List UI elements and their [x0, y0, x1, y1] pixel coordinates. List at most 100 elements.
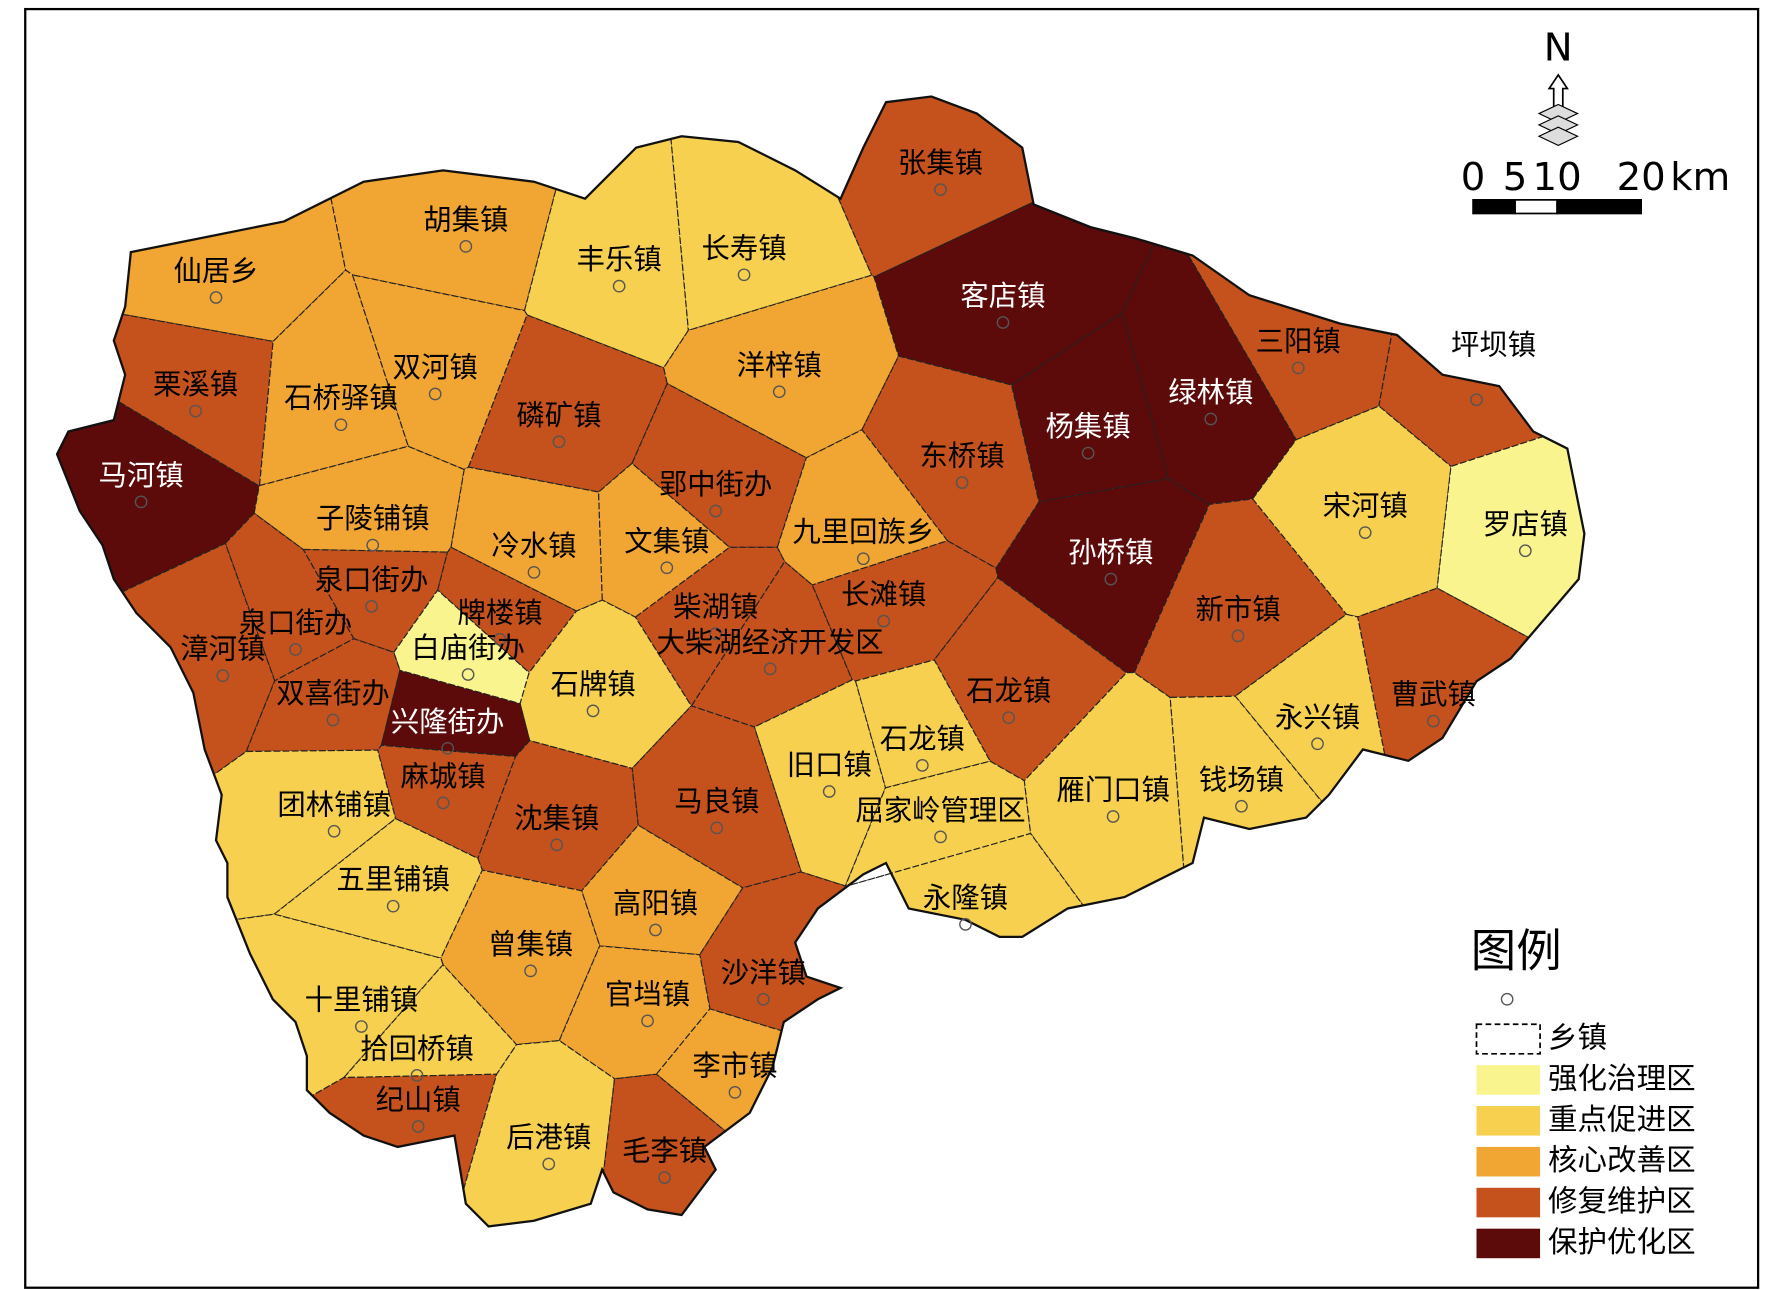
town-label: 胡集镇	[423, 203, 508, 236]
town-label: 高阳镇	[613, 887, 698, 920]
town-seat	[289, 643, 302, 656]
town-label: 钱场镇	[1199, 763, 1284, 796]
town-seat	[527, 565, 541, 579]
town-seat	[1235, 799, 1248, 813]
town-seat	[428, 387, 442, 401]
scale-bar: 0 5 10 20 km	[1461, 155, 1730, 215]
town-label: 牌楼镇	[457, 596, 542, 629]
legend-swatch	[1476, 1065, 1541, 1095]
town-seat	[355, 1020, 368, 1033]
legend-swatch	[1476, 1146, 1541, 1177]
town-seat	[1518, 544, 1532, 558]
legend-label: 保护优化区	[1548, 1225, 1696, 1259]
town-label: 客店镇	[960, 280, 1045, 313]
town-seat	[461, 668, 475, 681]
scale-segment	[1556, 199, 1643, 215]
legend-label: 强化治理区	[1548, 1061, 1696, 1095]
town-seat	[649, 923, 662, 937]
arrow-layer	[1537, 126, 1579, 146]
town-area	[450, 466, 603, 612]
town-seat	[728, 1086, 742, 1099]
town-seat	[1204, 412, 1218, 426]
town-seat	[1002, 711, 1016, 725]
town-seat	[411, 1120, 425, 1133]
town-label: 石龙镇	[880, 722, 965, 755]
town-label: 栗溪镇	[153, 368, 238, 401]
town-seat	[959, 917, 972, 931]
town-seat	[493, 632, 507, 646]
town-label: 绿林镇	[1168, 376, 1253, 409]
legend-label: 核心改善区	[1548, 1143, 1696, 1177]
town-label: 十里铺镇	[305, 984, 419, 1017]
town-label: 麻城镇	[401, 760, 486, 793]
north-label: N	[1544, 25, 1573, 70]
town-label: 石桥驿镇	[284, 382, 398, 415]
town-seat	[410, 1069, 424, 1082]
town-seat	[822, 785, 836, 798]
scale-label: 0	[1461, 155, 1486, 200]
town-label: 张集镇	[898, 147, 983, 180]
town-area	[437, 546, 578, 674]
town-label: 石龙镇	[966, 675, 1051, 708]
legend-symbol	[1500, 992, 1514, 1006]
town-seat	[459, 240, 473, 253]
town-seat	[915, 759, 929, 772]
town-label: 冷水镇	[491, 529, 576, 562]
town-seat	[955, 476, 969, 489]
town-label: 五里铺镇	[336, 863, 450, 896]
town-label: 长滩镇	[841, 578, 926, 611]
scale-segment	[1472, 199, 1516, 215]
town-seat	[658, 1171, 671, 1184]
town-label: 丰乐镇	[577, 243, 662, 276]
town-label: 拾回桥镇	[360, 1032, 474, 1065]
town-seat	[366, 538, 380, 552]
town-seat	[1470, 393, 1483, 407]
town-seat	[934, 830, 947, 844]
town-label: 孙桥镇	[1068, 536, 1153, 569]
town-seat	[1104, 572, 1118, 586]
town-seat	[757, 992, 770, 1006]
town-label: 杨集镇	[1046, 410, 1131, 443]
town-area	[477, 739, 639, 892]
town-label: 漳河镇	[180, 633, 265, 666]
town-seat	[710, 821, 724, 835]
town-label: 子陵铺镇	[316, 502, 430, 535]
town-label: 三阳镇	[1256, 325, 1341, 358]
town-seat	[709, 504, 723, 518]
town-seat	[365, 600, 378, 613]
town-label: 曹武镇	[1391, 678, 1476, 711]
legend-title: 图例	[1471, 924, 1562, 977]
town-label: 坪坝镇	[1451, 328, 1536, 361]
legend-label: 修复维护区	[1548, 1184, 1696, 1218]
town-area	[377, 744, 517, 860]
town-seat	[552, 435, 566, 449]
town-area	[663, 274, 900, 459]
town-seat	[763, 662, 777, 676]
town-seat	[1081, 446, 1095, 460]
legend-label: 乡镇	[1548, 1021, 1607, 1055]
town-label: 马良镇	[674, 785, 759, 818]
town-label: 白庙街办	[411, 632, 525, 665]
town-seat	[326, 713, 340, 727]
town-seat	[134, 495, 148, 509]
town-label: 石牌镇	[550, 668, 635, 701]
town-label: 文集镇	[624, 525, 709, 558]
town-label: 洋梓镇	[737, 349, 822, 382]
town-seat	[737, 268, 751, 282]
town-label: 泉口街办	[239, 607, 353, 640]
town-seat	[709, 627, 723, 641]
town-seat	[1291, 361, 1305, 375]
legend-swatch	[1476, 1106, 1541, 1136]
town-label: 双河镇	[393, 351, 478, 384]
town-label: 旧口镇	[787, 749, 872, 782]
town-seat	[216, 669, 230, 683]
town-seat	[550, 838, 564, 852]
town-seat	[641, 1014, 654, 1028]
town-label: 长寿镇	[701, 232, 786, 265]
town-seat	[934, 183, 947, 196]
town-label: 郢中街办	[659, 468, 773, 501]
town-label: 双喜街办	[276, 677, 390, 710]
